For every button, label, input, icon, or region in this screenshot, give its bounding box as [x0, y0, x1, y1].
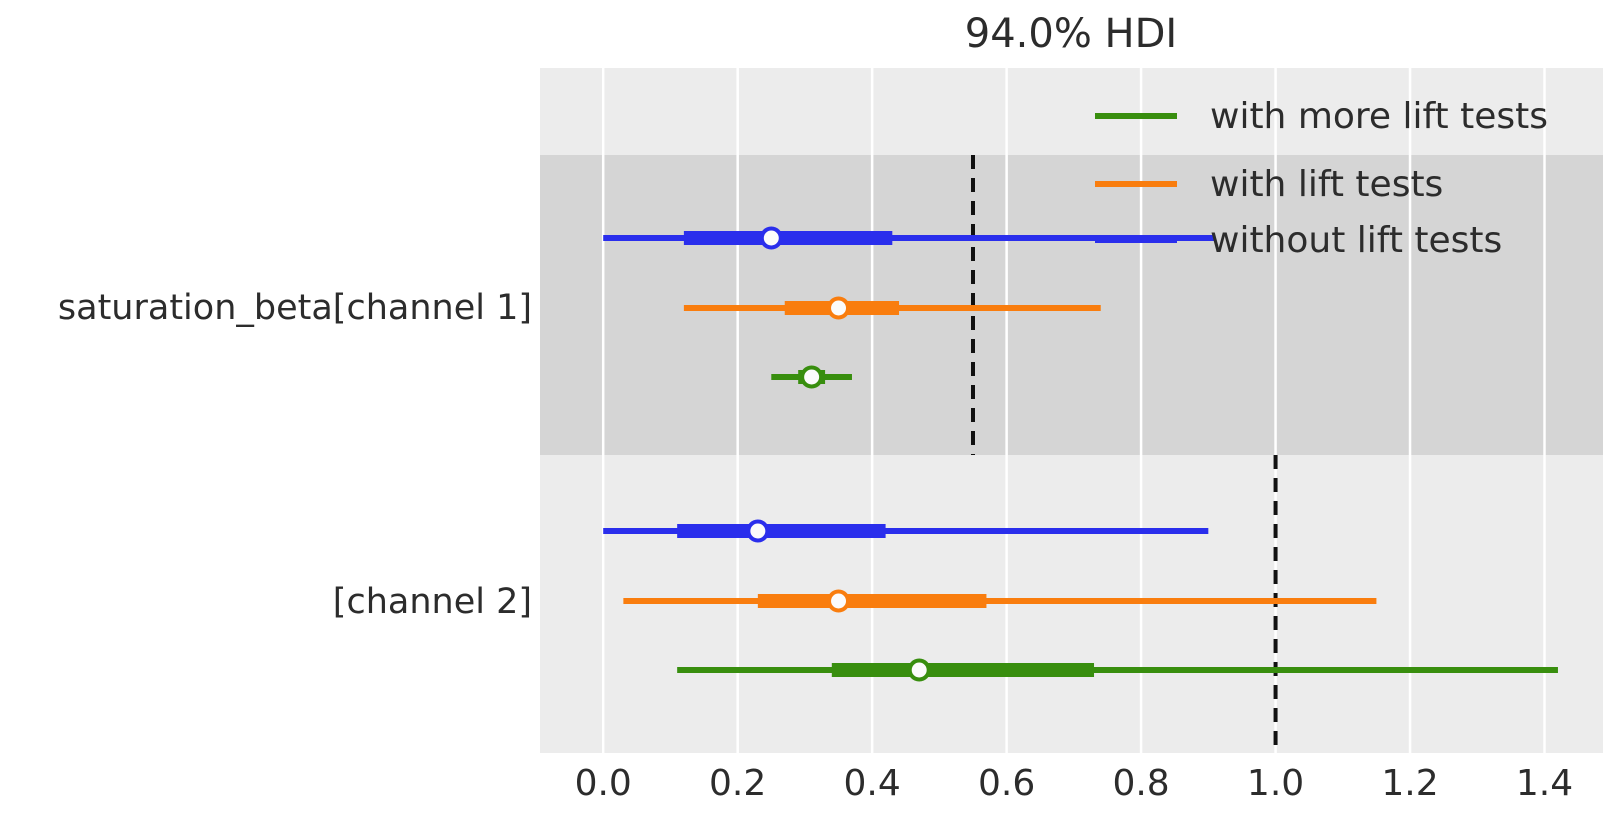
x-tick-label: 1.0	[1247, 763, 1304, 804]
x-tick-label: 0.8	[1112, 763, 1169, 804]
median-marker	[759, 226, 783, 250]
median-marker	[907, 658, 931, 682]
x-tick-label: 0.2	[709, 763, 766, 804]
plot-title: 94.0% HDI	[965, 11, 1177, 57]
median-marker	[827, 589, 851, 613]
x-tick-label: 0.4	[844, 763, 901, 804]
median-marker	[746, 519, 770, 543]
legend-label: with more lift tests	[1210, 96, 1548, 137]
x-tick-label: 0.0	[575, 763, 632, 804]
y-tick-label: [channel 2]	[333, 582, 532, 622]
x-tick-label: 1.2	[1381, 763, 1438, 804]
legend-label: with lift tests	[1210, 164, 1443, 205]
y-tick-label: saturation_beta[channel 1]	[58, 288, 532, 328]
median-marker	[827, 296, 851, 320]
legend-label: without lift tests	[1210, 220, 1502, 261]
x-tick-label: 0.6	[978, 763, 1035, 804]
x-tick-label: 1.4	[1516, 763, 1573, 804]
median-marker	[800, 365, 824, 389]
